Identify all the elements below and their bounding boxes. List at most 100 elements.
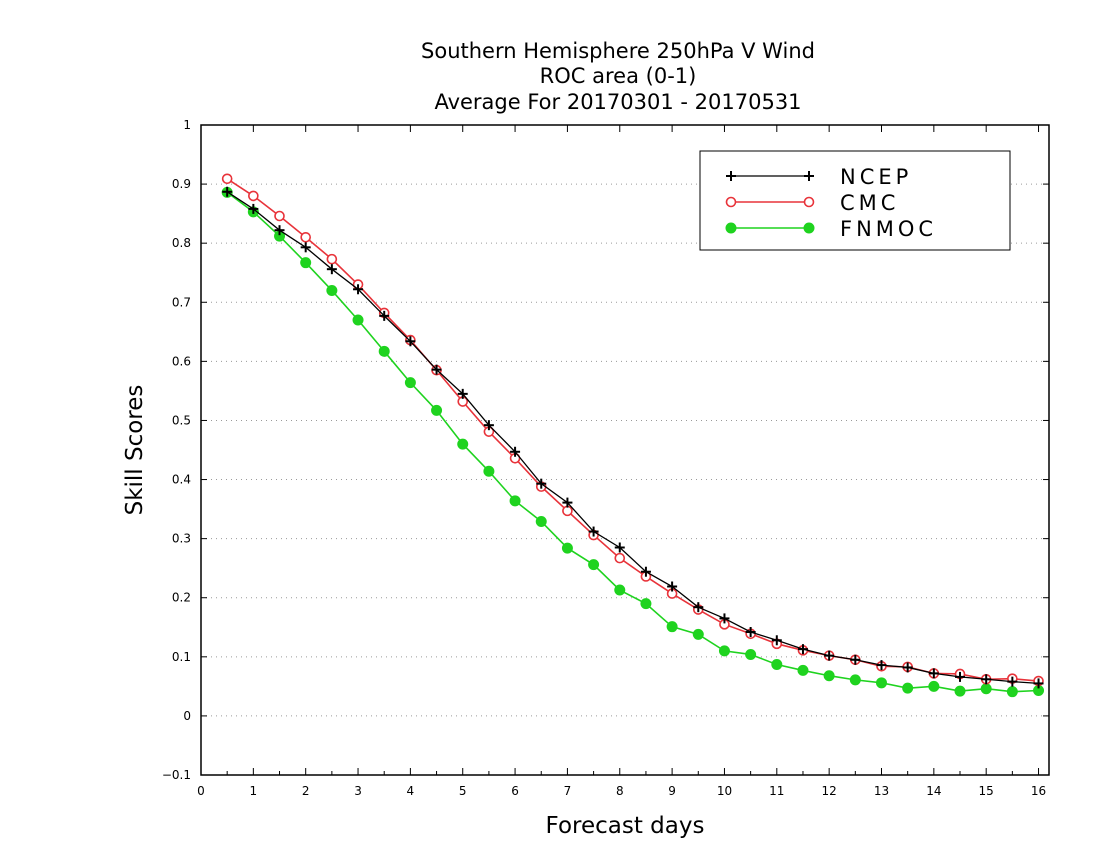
fnmoc-point [771,659,783,670]
y-tick-label: 0.6 [172,354,191,368]
x-tick-label: 2 [302,784,310,798]
y-tick-label: 0.5 [172,413,191,427]
title-line-1: Southern Hemisphere 250hPa V Wind [421,39,815,63]
x-tick-label: 9 [668,784,676,798]
fnmoc-point [352,314,364,326]
ncep-point [1007,676,1018,687]
y-tick-label: 0.9 [172,177,191,191]
ncep-point [483,420,494,431]
legend-box [699,150,1011,251]
ncep-point [693,602,704,613]
ncep-point [955,671,966,682]
fnmoc-point [1006,686,1018,698]
y-tick-label: 1 [183,118,191,132]
legend-marker-start [725,196,737,208]
x-tick-label: 16 [1031,784,1046,798]
ncep-point [405,336,416,347]
cmc-line [226,178,1039,682]
x-tick-label: 8 [616,784,624,798]
series-layer [221,173,1045,698]
series-ncep [222,186,1044,689]
legend-label-cmc: CMC [840,191,899,215]
fnmoc-point [614,584,626,596]
ncep-point [640,566,651,577]
legend-label-fnmoc: FNMOC [840,217,937,241]
ncep-point [431,364,442,375]
ncep-point [614,542,625,553]
ncep-point [562,497,573,508]
fnmoc-point [928,680,940,692]
fnmoc-point [457,438,469,450]
cmc-point [614,552,626,564]
x-tick-label: 1 [250,784,258,798]
y-tick-label: 0.1 [172,650,191,664]
x-tick-label: 13 [874,784,889,798]
fnmoc-point [823,670,835,682]
series-fnmoc [221,186,1045,698]
fnmoc-point [692,628,704,640]
y-tick-label: 0.4 [172,473,191,487]
x-tick-label: 7 [564,784,572,798]
ncep-point [300,242,311,253]
cmc-point [562,505,573,517]
ncep-point [981,674,992,685]
chart-title: Southern Hemisphere 250hPa V Wind ROC ar… [421,39,815,114]
legend-marker-end [804,171,814,181]
fnmoc-point [745,648,757,660]
plot-frame [200,124,1050,776]
fnmoc-line [226,191,1039,693]
ncep-point [353,284,364,295]
fnmoc-point [666,621,678,633]
ncep-point [457,388,468,399]
ncep-line [226,191,1039,685]
ncep-point [379,310,390,321]
fnmoc-point [483,465,495,477]
series-cmc [221,173,1044,687]
ncep-point [667,581,678,592]
y-tick-label: −0.1 [162,768,191,782]
ncep-point [797,644,808,655]
legend-marker-end [803,222,815,234]
ncep-point [1033,678,1044,689]
fnmoc-point [561,542,573,554]
legend-label-ncep: NCEP [840,165,912,189]
x-tick-label: 10 [717,784,732,798]
fnmoc-point [535,516,547,527]
y-tick-label: 0.8 [172,236,191,250]
cmc-point [248,190,259,202]
fnmoc-point [954,685,966,697]
fnmoc-point [326,284,338,296]
fnmoc-point [300,257,312,269]
x-axis-title: Forecast days [546,813,705,839]
cmc-point [326,253,338,265]
fnmoc-point [509,495,521,507]
ncep-point [771,635,782,646]
title-line-2: ROC area (0-1) [540,64,697,88]
ncep-point [719,613,730,624]
legend-item-ncep: NCEP [726,165,912,189]
y-axis-title: Skill Scores [122,385,148,516]
ncep-point [745,627,756,637]
y-tick-label: 0.2 [172,591,191,605]
fnmoc-point [378,345,390,357]
x-tick-label: 5 [459,784,467,798]
x-tick-label: 12 [822,784,837,798]
legend-marker-end [803,196,815,208]
ncep-point [536,478,547,489]
ncep-point [326,264,337,275]
cmc-point [300,231,311,243]
ncep-point [274,225,285,236]
ncep-point [902,662,913,673]
ncep-point [824,650,835,661]
legend-marker-start [725,222,737,234]
legend-item-fnmoc: FNMOC [725,217,937,241]
x-axis-ticks: 0 1 2 3 4 5 6 7 8 9 10 11 12 13 14 15 16 [197,125,1046,798]
y-axis-ticks: −0.1 0 0.1 0.2 0.3 0.4 0.5 0.6 0.7 0.8 0.9 1 [162,118,1049,782]
x-tick-label: 14 [926,784,941,798]
x-tick-label: 15 [979,784,994,798]
x-tick-label: 6 [511,784,519,798]
y-tick-label: 0 [183,709,191,723]
fnmoc-point [797,664,809,676]
fnmoc-point [718,645,730,657]
